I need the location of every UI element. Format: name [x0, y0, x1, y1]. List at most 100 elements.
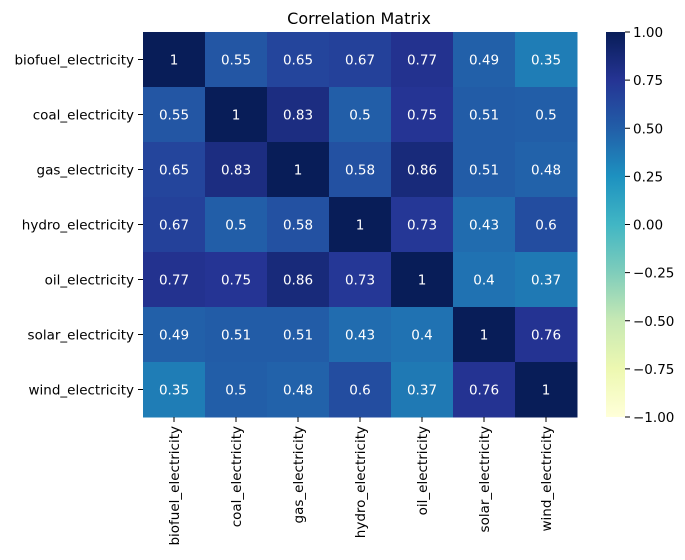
cell-annotation: 0.35	[531, 53, 561, 69]
heatmap-cell	[143, 142, 206, 198]
y-tick-label: oil_electricity	[45, 273, 134, 289]
heatmap-cell	[515, 142, 578, 198]
cell-annotation: 0.37	[407, 383, 437, 399]
cell-annotation: 0.86	[407, 163, 437, 179]
heatmap-cell	[453, 32, 516, 88]
heatmap-cell	[453, 87, 516, 143]
cell-annotation: 0.6	[535, 218, 556, 234]
y-tick-label: solar_electricity	[28, 328, 134, 344]
cell-annotation: 0.58	[283, 218, 313, 234]
heatmap-cell	[391, 252, 454, 308]
cell-annotation: 0.65	[283, 53, 313, 69]
cell-annotation: 0.58	[345, 163, 375, 179]
heatmap-cell	[391, 362, 454, 418]
y-tick-label: gas_electricity	[37, 163, 134, 179]
heatmap-cell	[329, 362, 392, 418]
cell-annotation: 0.77	[407, 53, 437, 69]
colorbar-tick-label: −1.00	[633, 410, 674, 426]
heatmap-cell	[205, 252, 268, 308]
cell-annotation: 1	[356, 218, 365, 234]
x-tick-label: solar_electricity	[477, 426, 493, 532]
heatmap-cell	[515, 307, 578, 363]
cell-annotation: 0.35	[159, 383, 189, 399]
colorbar-tick-label: −0.50	[633, 314, 674, 330]
heatmap-cell	[205, 142, 268, 198]
cell-annotation: 0.49	[469, 53, 499, 69]
cell-annotation: 1	[170, 53, 179, 69]
cell-annotation: 0.43	[345, 328, 375, 344]
heatmap-cell	[205, 362, 268, 418]
heatmap-cells	[143, 32, 578, 418]
y-tick-label: biofuel_electricity	[14, 53, 134, 69]
heatmap-cell	[267, 197, 330, 253]
heatmap-cell	[267, 362, 330, 418]
heatmap-cell	[143, 87, 206, 143]
cell-annotation: 0.4	[473, 273, 494, 289]
heatmap-cell	[391, 87, 454, 143]
heatmap-cell	[329, 87, 392, 143]
cell-annotation: 0.76	[531, 328, 561, 344]
heatmap-cell	[267, 307, 330, 363]
heatmap-cell	[515, 362, 578, 418]
cell-annotation: 0.55	[159, 108, 189, 124]
colorbar-tick-label: 0.50	[633, 121, 663, 137]
cell-annotation: 0.75	[221, 273, 251, 289]
cell-annotation: 0.51	[221, 328, 251, 344]
cell-annotation: 0.67	[345, 53, 375, 69]
heatmap-cell	[143, 307, 206, 363]
cell-annotation: 0.49	[159, 328, 189, 344]
colorbar-tick-label: −0.75	[633, 362, 674, 378]
colorbar-gradient	[606, 32, 625, 417]
cell-annotation: 0.51	[469, 163, 499, 179]
cell-annotation: 0.51	[469, 108, 499, 124]
cell-annotation: 1	[418, 273, 427, 289]
cell-annotation: 1	[480, 328, 489, 344]
heatmap-cell	[267, 252, 330, 308]
heatmap-cell	[143, 32, 206, 88]
x-tick-label: coal_electricity	[229, 426, 245, 527]
colorbar: 1.00 0.75 0.50 0.25 0.00 −0.25 −0.50 −0.75 −1.00	[606, 25, 674, 426]
heatmap-annotations: 1 0.55 0.65 0.67 0.77 0.49 0.35 0.55 1 0.83 0.5 0.7…	[159, 53, 561, 399]
x-tick-label: wind_electricity	[539, 426, 555, 532]
cell-annotation: 0.51	[283, 328, 313, 344]
cell-annotation: 0.83	[221, 163, 251, 179]
colorbar-tick-label: 0.25	[633, 169, 663, 185]
heatmap-cell	[329, 252, 392, 308]
heatmap-cell	[143, 362, 206, 418]
cell-annotation: 0.86	[283, 273, 313, 289]
x-tick-label: hydro_electricity	[353, 426, 369, 538]
heatmap-cell	[267, 142, 330, 198]
cell-annotation: 0.48	[283, 383, 313, 399]
heatmap-cell	[515, 32, 578, 88]
heatmap-cell	[391, 307, 454, 363]
heatmap-cell	[515, 197, 578, 253]
heatmap-cell	[391, 142, 454, 198]
y-tick-label: coal_electricity	[33, 108, 134, 124]
heatmap-cell	[205, 32, 268, 88]
heatmap-cell	[391, 197, 454, 253]
cell-annotation: 0.4	[411, 328, 432, 344]
heatmap-cell	[515, 87, 578, 143]
heatmap-cell	[205, 197, 268, 253]
heatmap-cell	[453, 252, 516, 308]
heatmap-cell	[205, 307, 268, 363]
cell-annotation: 0.5	[225, 383, 246, 399]
cell-annotation: 0.6	[349, 383, 370, 399]
heatmap-cell	[515, 252, 578, 308]
cell-annotation: 0.43	[469, 218, 499, 234]
cell-annotation: 0.5	[225, 218, 246, 234]
cell-annotation: 0.73	[407, 218, 437, 234]
cell-annotation: 0.37	[531, 273, 561, 289]
x-tick-label: biofuel_electricity	[167, 426, 183, 546]
colorbar-tick-label: 0.00	[633, 218, 663, 234]
colorbar-tick-label: 0.75	[633, 73, 663, 89]
cell-annotation: 0.75	[407, 108, 437, 124]
heatmap-cell	[329, 142, 392, 198]
y-tick-label: wind_electricity	[28, 383, 134, 399]
colorbar-tick-label: 1.00	[633, 25, 663, 41]
cell-annotation: 0.55	[221, 53, 251, 69]
chart-title: Correlation Matrix	[287, 9, 431, 28]
cell-annotation: 0.83	[283, 108, 313, 124]
x-tick-label: gas_electricity	[291, 426, 307, 523]
